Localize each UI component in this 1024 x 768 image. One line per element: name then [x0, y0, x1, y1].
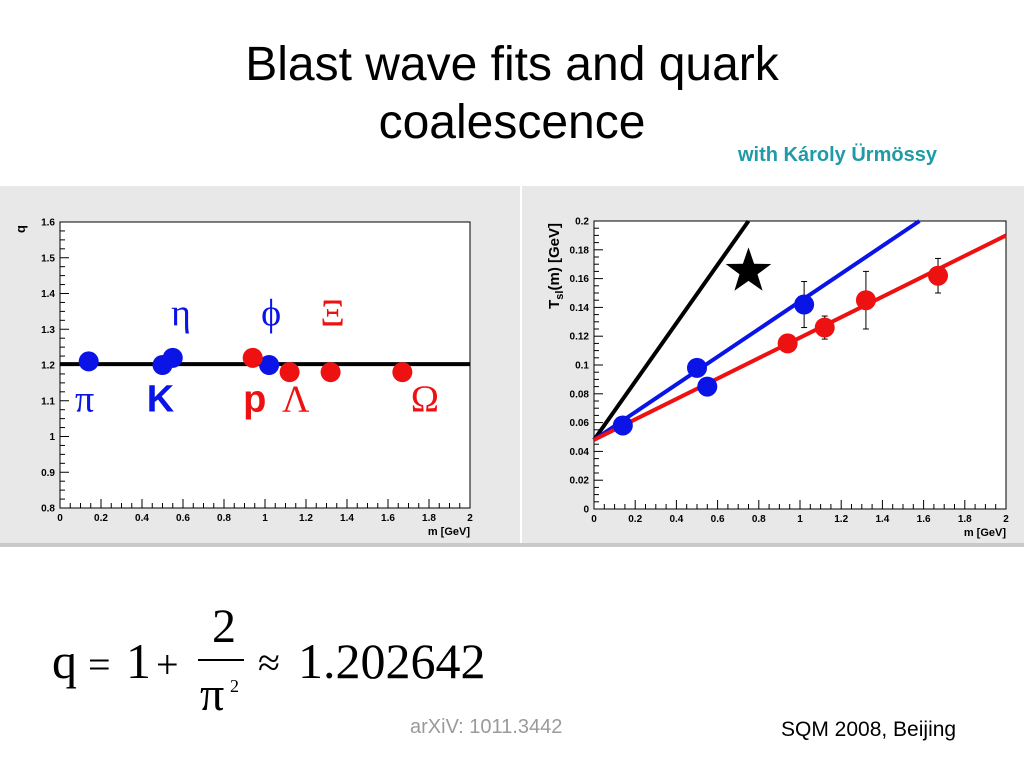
data-point	[928, 265, 949, 286]
y-tick-label: 1.1	[41, 396, 55, 407]
separator-line	[0, 543, 1024, 547]
particle-label: p	[243, 378, 266, 420]
data-point	[78, 351, 99, 372]
x-tick-label: 1.6	[381, 513, 395, 524]
formula-exponent: 2	[230, 676, 239, 696]
slide-title-line2: coalescence	[378, 96, 646, 149]
y-tick-label: 0.04	[570, 447, 590, 458]
particle-label: ϕ	[261, 293, 281, 335]
x-tick-label: 2	[467, 513, 473, 524]
data-point	[392, 362, 413, 383]
y-tick-label: 0.1	[575, 361, 589, 372]
x-tick-label: 1.4	[340, 513, 354, 524]
y-tick-label: 0.08	[570, 389, 590, 400]
q-formula: q = 1 + 2 π 2 ≈ 1.202642	[52, 600, 486, 720]
x-tick-label: 0.4	[669, 514, 683, 525]
x-tick-label: 0	[591, 514, 597, 525]
star-marker	[725, 247, 772, 291]
formula-value: 1.202642	[298, 633, 486, 689]
data-point	[259, 355, 280, 375]
formula-one: 1	[126, 633, 151, 689]
formula-approx: ≈	[258, 640, 280, 685]
data-point	[794, 294, 815, 315]
q-vs-mass-chart: 0 0.2 0.4 0.6 0.8 1 1.2 1.4 1.6 1.8 2 0.8 0.9 1 1.1 1.2…	[13, 218, 473, 539]
x-tick-label: 1.4	[875, 514, 889, 525]
particle-label: K	[147, 378, 175, 420]
x-tick-label: 0.6	[711, 514, 725, 525]
x-tick-label: 1.8	[422, 513, 436, 524]
formula-equals: =	[88, 642, 111, 687]
conference-label: SQM 2008, Beijing	[781, 718, 957, 741]
particle-label: η	[171, 293, 191, 335]
x-tick-label: 0.2	[94, 513, 108, 524]
data-point	[162, 347, 183, 368]
data-point	[320, 362, 341, 383]
x-tick-label: 1	[262, 513, 268, 524]
formula-numerator: 2	[212, 600, 236, 653]
x-tick-label: 2	[1003, 514, 1009, 525]
y-tick-label: 0.02	[570, 476, 590, 487]
x-tick-label: 1.2	[299, 513, 313, 524]
data-point	[612, 415, 633, 436]
y-tick-label: 1.6	[41, 218, 55, 229]
arxiv-reference: arXiV: 1011.3442	[410, 716, 563, 738]
y-tick-label: 0.2	[575, 217, 589, 228]
x-axis-label: m [GeV]	[964, 527, 1007, 539]
particle-label: Λ	[282, 378, 310, 420]
fit-line	[592, 219, 921, 442]
x-tick-label: 0.2	[628, 514, 642, 525]
y-tick-label: 0.18	[570, 245, 590, 256]
y-tick-label: 0.8	[41, 504, 55, 515]
particle-label: π	[75, 378, 94, 420]
y-tick-label: 1	[49, 432, 55, 443]
x-tick-label: 1	[797, 514, 803, 525]
data-point	[242, 347, 263, 368]
x-tick-label: 1.8	[958, 514, 972, 525]
particle-label: Ω	[411, 378, 439, 420]
formula-q: q	[52, 633, 77, 689]
credit-text: with Károly Ürmössy	[738, 144, 937, 166]
slope-temperature-vs-mass-chart: 0 0.2 0.4 0.6 0.8 1 1.2 1.4 1.6 1.8 2 0 0.02 0.04 0.06…	[546, 217, 1009, 540]
y-tick-label: 1.2	[41, 361, 55, 372]
formula-pi: π	[200, 668, 224, 720]
x-tick-label: 0.8	[217, 513, 231, 524]
y-tick-label: 0.12	[570, 332, 590, 343]
slide-title: Blast wave fits and quark coalescence	[112, 36, 912, 152]
x-tick-label: 0.8	[752, 514, 766, 525]
y-tick-label: 1.5	[41, 253, 55, 264]
x-tick-label: 0	[57, 513, 63, 524]
y-tick-label: 0.06	[570, 418, 590, 429]
x-tick-label: 1.2	[834, 514, 848, 525]
data-point	[777, 333, 798, 354]
particle-label: Ξ	[320, 293, 344, 335]
x-tick-label: 1.6	[917, 514, 931, 525]
formula-plus: +	[156, 642, 179, 687]
y-tick-label: 1.3	[41, 325, 55, 336]
data-point	[697, 376, 718, 397]
x-axis-label: m [GeV]	[428, 526, 471, 538]
slide-title-line1: Blast wave fits and quark	[245, 38, 779, 91]
y-axis-label: Tsl(m) [GeV]	[546, 223, 566, 309]
y-tick-label: 0	[583, 505, 589, 516]
data-point	[814, 317, 835, 338]
data-point	[279, 362, 300, 383]
y-tick-label: 0.9	[41, 468, 55, 479]
y-tick-label: 1.4	[41, 289, 55, 300]
y-tick-label: 0.14	[570, 303, 590, 314]
y-axis-label: q	[13, 225, 28, 233]
data-point	[855, 290, 876, 311]
data-point	[687, 357, 707, 378]
x-tick-label: 0.6	[176, 513, 190, 524]
x-tick-label: 0.4	[135, 513, 149, 524]
y-tick-label: 0.16	[570, 274, 590, 285]
fit-line	[592, 219, 751, 442]
